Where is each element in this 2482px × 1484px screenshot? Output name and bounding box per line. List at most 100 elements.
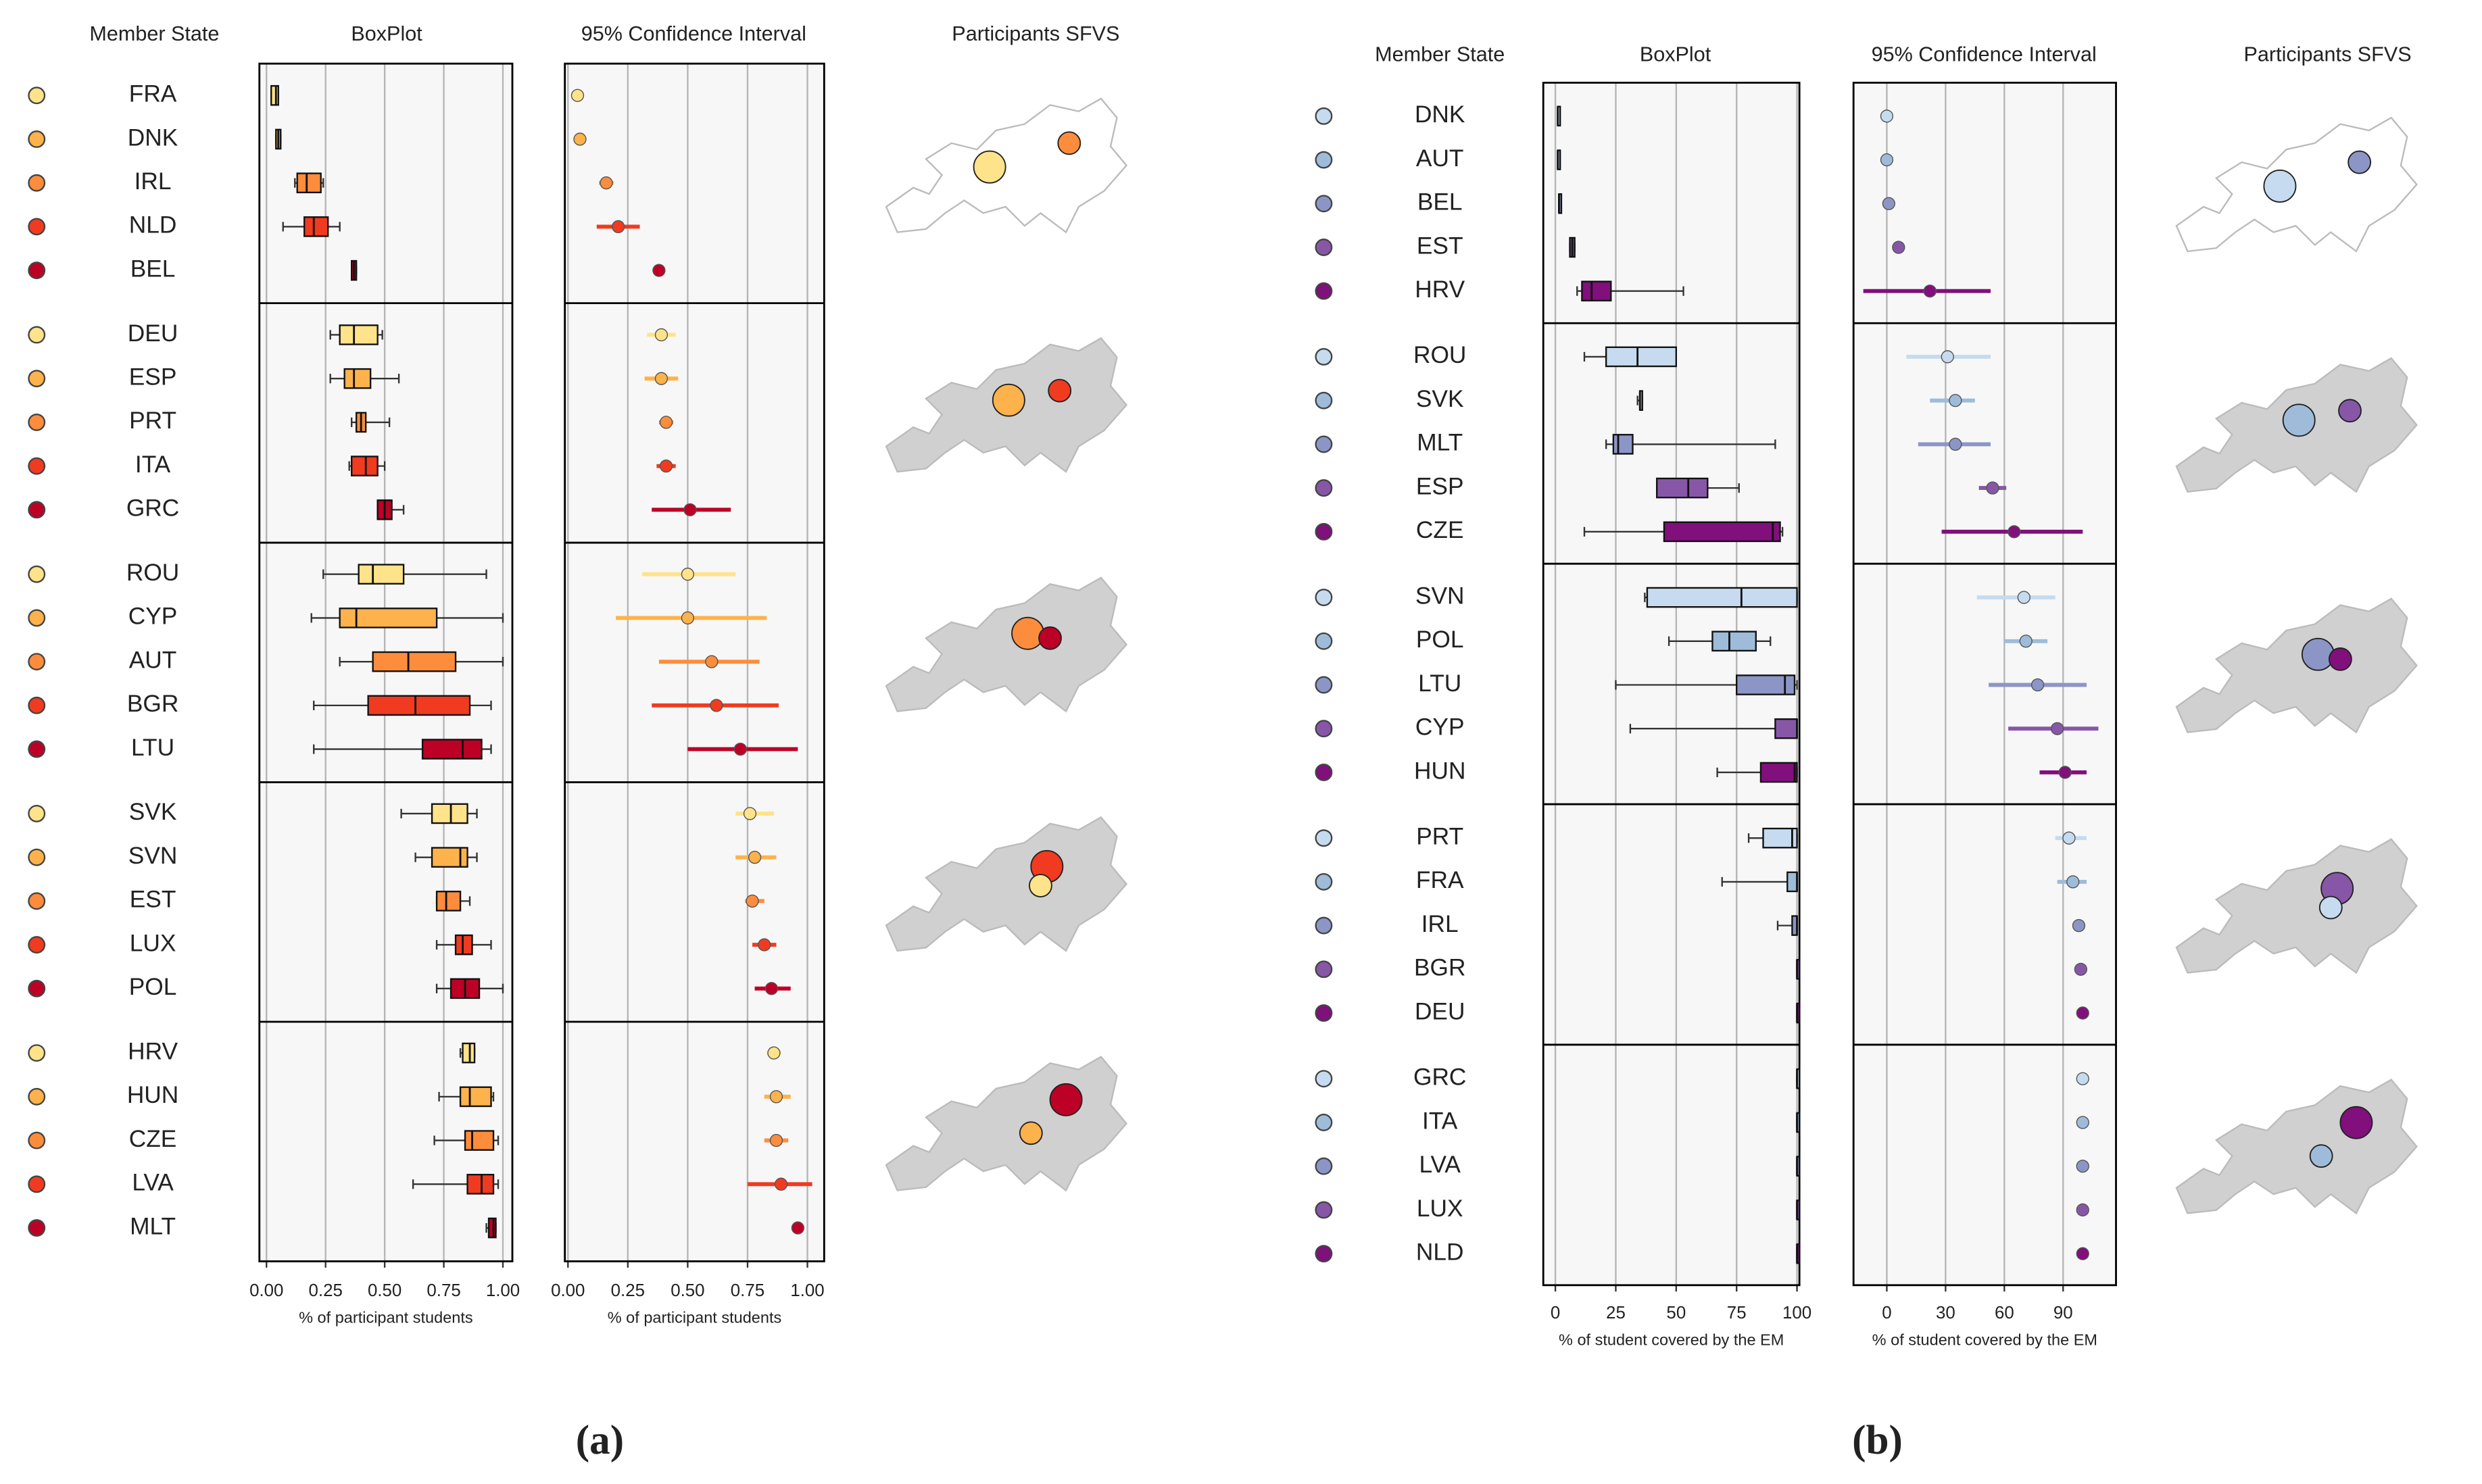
box <box>1581 280 1612 302</box>
category-label: LTU <box>1418 670 1461 697</box>
ci-mean <box>681 568 695 581</box>
map-highlight <box>973 150 1006 184</box>
x-tick-label: 0 <box>1551 1304 1560 1322</box>
box <box>1711 630 1757 652</box>
ci-mean <box>659 416 673 429</box>
ci-mean <box>2072 918 2086 933</box>
legend-marker <box>1315 1201 1333 1219</box>
legend-marker <box>28 370 46 388</box>
ci-mean <box>2076 1116 2089 1129</box>
category-label: DNK <box>1415 101 1465 128</box>
legend-marker <box>1315 720 1333 738</box>
category-label: HUN <box>1414 758 1465 784</box>
ci-mean <box>705 655 719 668</box>
legend-marker <box>1315 435 1333 453</box>
legend-marker <box>28 457 46 475</box>
category-label: MLT <box>1417 430 1463 456</box>
map <box>2175 597 2418 734</box>
map <box>885 576 1128 713</box>
box <box>466 1174 495 1195</box>
category-label: BEL <box>130 255 176 282</box>
ci-mean <box>1949 437 1962 451</box>
x-tick-label: 0.50 <box>368 1281 402 1300</box>
column-title: 95% Confidence Interval <box>581 22 806 45</box>
ci-mean <box>1923 285 1937 298</box>
category-label: ROU <box>126 560 179 586</box>
column-title: BoxPlot <box>351 22 422 45</box>
category-label: GRC <box>126 495 179 522</box>
category-label: LVA <box>132 1170 174 1196</box>
ci-mean <box>659 459 673 473</box>
legend-marker <box>28 565 46 583</box>
ci-mean <box>2019 635 2033 648</box>
map-highlight <box>1038 626 1062 650</box>
plot-frame <box>1542 81 1801 1287</box>
ci-mean <box>769 1133 783 1147</box>
category-label: ESP <box>1416 473 1464 499</box>
legend-marker <box>1315 1070 1333 1088</box>
legend-marker <box>1315 479 1333 497</box>
box <box>421 739 483 760</box>
category-label: POL <box>1416 626 1464 653</box>
ci-mean <box>2076 1203 2089 1217</box>
ci-mean <box>600 176 613 190</box>
legend-marker <box>28 1175 46 1193</box>
ci-mean <box>2076 1006 2089 1020</box>
ci-mean <box>2017 591 2030 604</box>
legend-marker <box>28 804 46 822</box>
legend-marker <box>28 501 46 519</box>
column-title: Participants SFVS <box>2244 43 2412 66</box>
column-title: BoxPlot <box>1640 43 1711 66</box>
box <box>303 216 329 237</box>
legend-marker <box>28 1131 46 1149</box>
ci-mean <box>767 1046 781 1060</box>
legend-marker <box>1315 589 1333 606</box>
category-label: NLD <box>1416 1239 1464 1266</box>
legend-marker <box>1315 676 1333 694</box>
box <box>270 84 279 106</box>
ci-mean <box>1949 394 1962 407</box>
box <box>367 695 471 716</box>
legend-marker <box>1315 764 1333 781</box>
category-label: AUT <box>1416 145 1464 172</box>
legend-marker <box>1315 1114 1333 1131</box>
category-label: BGR <box>1414 955 1466 981</box>
x-tick-label: 1.00 <box>790 1281 824 1300</box>
box <box>462 1042 476 1064</box>
legend-marker <box>1315 282 1333 300</box>
category-label: POL <box>129 974 177 1000</box>
category-label: PRT <box>129 407 176 434</box>
map-highlight <box>2338 399 2362 423</box>
map-highlight <box>2263 169 2297 203</box>
map-highlight <box>2282 403 2316 437</box>
category-label: CZE <box>1416 517 1464 543</box>
plot-frame <box>1852 81 2117 1287</box>
legend-marker <box>28 1087 46 1106</box>
box <box>1663 521 1781 543</box>
legend-marker <box>1315 522 1333 541</box>
legend-marker <box>28 174 46 192</box>
box <box>1774 718 1798 739</box>
map-highlight <box>2309 1144 2333 1168</box>
category-label: SVK <box>129 799 177 825</box>
x-tick-label: 0.25 <box>309 1281 343 1300</box>
legend-marker <box>1315 1004 1333 1022</box>
category-label: ESP <box>129 364 177 391</box>
legend-marker <box>28 740 46 758</box>
legend-marker <box>28 130 46 148</box>
ci-mean <box>1892 241 1905 254</box>
legend-marker <box>28 609 46 627</box>
legend-marker <box>1315 960 1333 979</box>
ci-mean <box>774 1177 788 1191</box>
legend-marker <box>1315 1245 1333 1263</box>
category-label: LTU <box>131 735 174 761</box>
x-tick-label: 60 <box>1995 1304 2014 1322</box>
column-title: Participants SFVS <box>952 22 1119 45</box>
ci-mean <box>758 938 771 951</box>
x-tick-label: 0.75 <box>427 1281 460 1300</box>
category-label: FRA <box>129 81 177 107</box>
box <box>1646 587 1798 608</box>
legend-marker <box>1315 916 1333 935</box>
ci-mean <box>1880 109 1894 123</box>
box <box>431 803 468 824</box>
